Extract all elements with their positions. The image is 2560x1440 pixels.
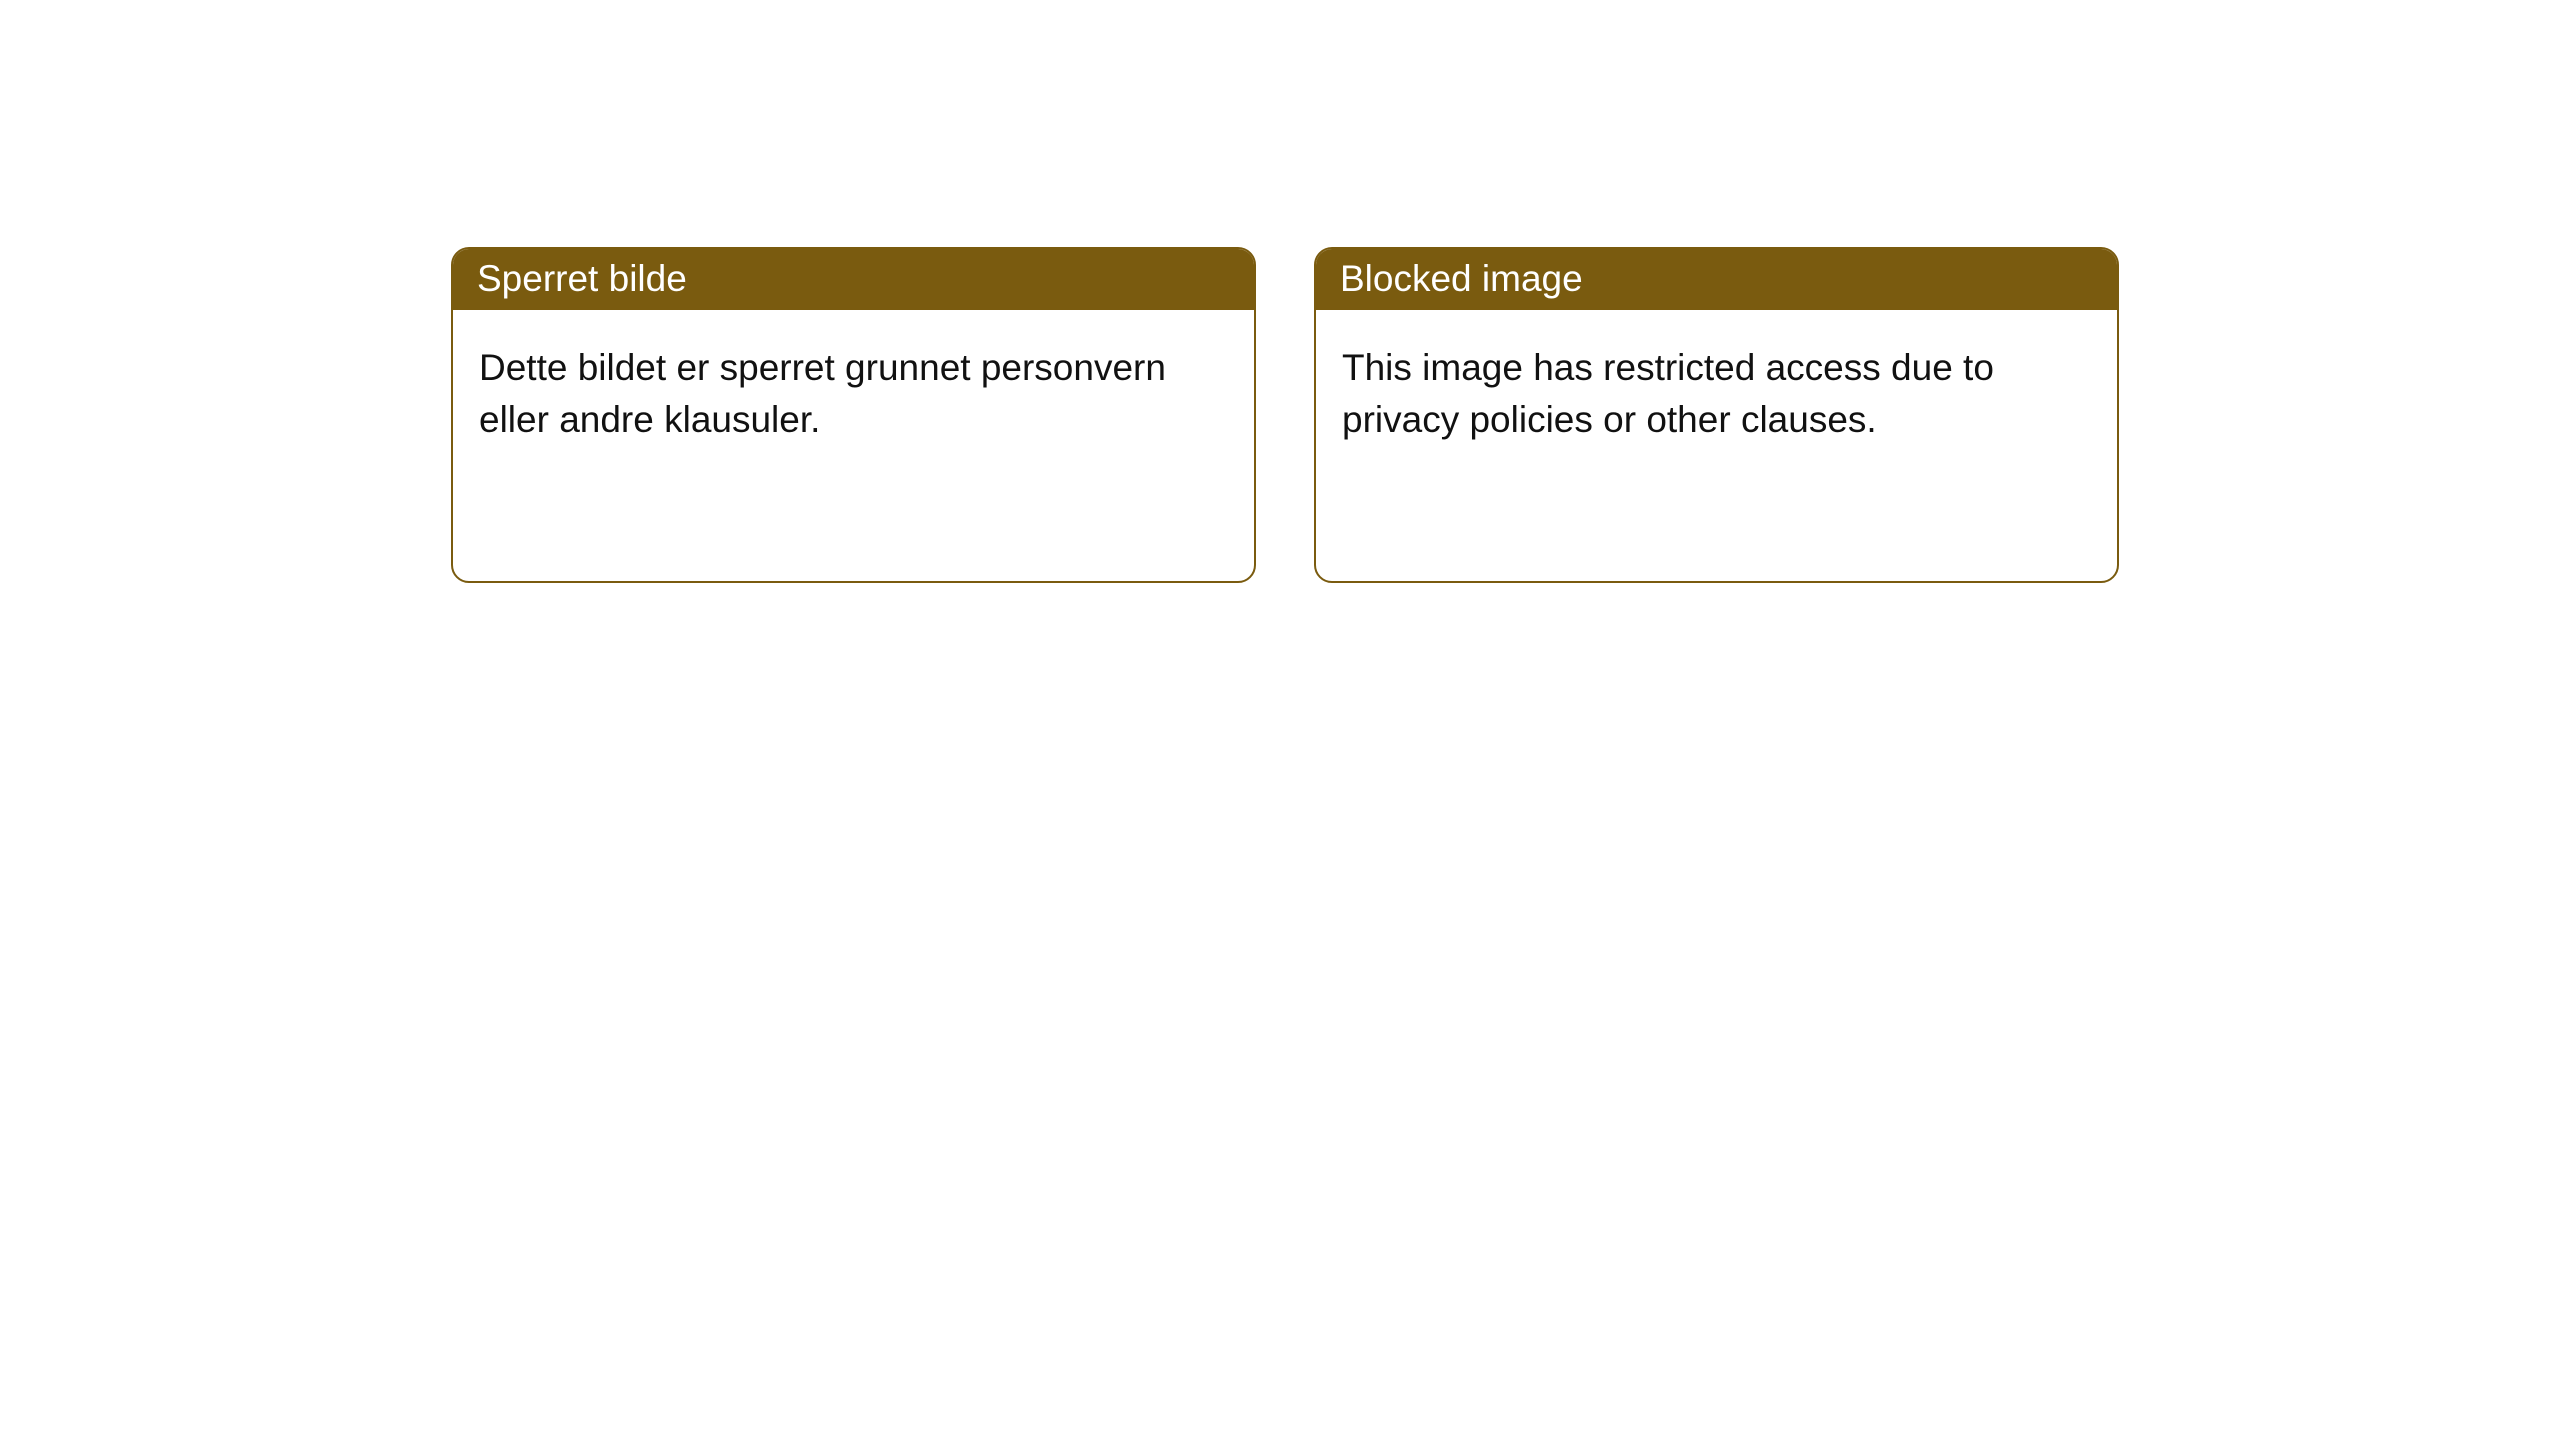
notice-card-norwegian: Sperret bilde Dette bildet er sperret gr… <box>451 247 1256 583</box>
notice-body-norwegian: Dette bildet er sperret grunnet personve… <box>453 310 1254 581</box>
notice-header-norwegian: Sperret bilde <box>453 249 1254 310</box>
notice-body-english: This image has restricted access due to … <box>1316 310 2117 581</box>
notice-card-english: Blocked image This image has restricted … <box>1314 247 2119 583</box>
notice-header-english: Blocked image <box>1316 249 2117 310</box>
notice-container: Sperret bilde Dette bildet er sperret gr… <box>0 0 2560 583</box>
